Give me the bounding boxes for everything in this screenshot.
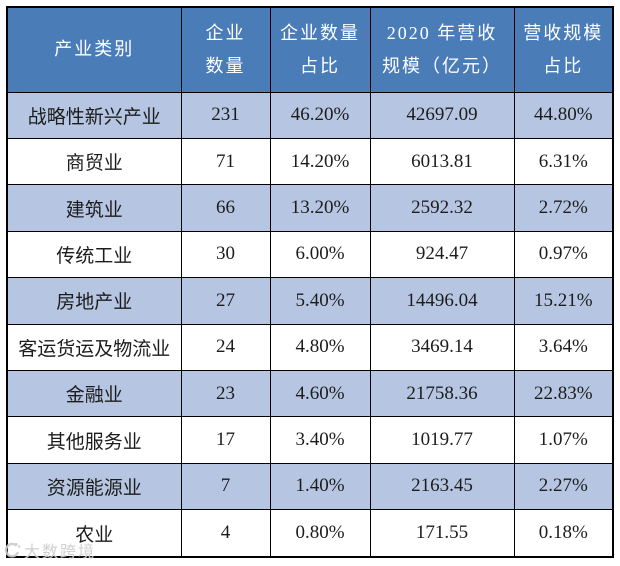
cell-revenue: 171.55 [369,509,515,558]
cell-count-pct: 14.20% [269,137,371,186]
table-row: 金融业 23 4.60% 21758.36 22.83% [6,369,614,418]
cell-revenue-pct: 22.83% [513,369,614,418]
header-2020-revenue: 2020 年营收 规模（亿元） [369,6,515,93]
cell-revenue: 42697.09 [369,91,515,139]
cell-revenue-pct: 0.18% [513,509,614,558]
industry-revenue-table: 产业类别 企业 数量 企业数量 占比 2020 年营收 规模（亿元） 营收规模 … [6,6,614,558]
cell-industry: 房地产业 [6,277,182,325]
cell-count: 66 [180,184,271,232]
header-industry-category: 产业类别 [6,6,182,93]
cell-count-pct: 46.20% [269,91,371,139]
header-label-line1: 企业 [205,22,246,43]
cell-industry: 战略性新兴产业 [6,91,182,139]
cell-count: 231 [180,91,271,139]
cell-count-pct: 13.20% [269,184,371,232]
cell-revenue-pct: 3.64% [513,323,614,371]
cell-revenue-pct: 44.80% [513,91,614,139]
cell-industry: 其他服务业 [6,416,182,464]
header-enterprise-count-share: 企业数量 占比 [269,6,371,93]
header-enterprise-count: 企业 数量 [180,6,271,93]
table-row: 传统工业 30 6.00% 924.47 0.97% [6,230,614,279]
cell-count-pct: 5.40% [269,277,371,325]
cell-industry: 商贸业 [6,137,182,186]
table-row: 农业 4 0.80% 171.55 0.18% [6,509,614,558]
cell-revenue: 2592.32 [369,184,515,232]
cell-count: 24 [180,323,271,371]
cell-count-pct: 4.80% [269,323,371,371]
cell-industry: 农业 [6,509,182,558]
cell-count: 30 [180,230,271,279]
cell-industry: 客运货运及物流业 [6,323,182,371]
table-row: 其他服务业 17 3.40% 1019.77 1.07% [6,416,614,464]
header-row: 产业类别 企业 数量 企业数量 占比 2020 年营收 规模（亿元） 营收规模 … [6,6,614,93]
cell-revenue: 924.47 [369,230,515,279]
cell-revenue-pct: 0.97% [513,230,614,279]
cell-industry: 金融业 [6,369,182,418]
header-label: 产业类别 [54,39,135,60]
table-row: 商贸业 71 14.20% 6013.81 6.31% [6,137,614,186]
header-revenue-share: 营收规模 占比 [513,6,614,93]
header-label-line1: 2020 年营收 [386,22,498,43]
cell-count-pct: 1.40% [269,462,371,511]
cell-industry: 建筑业 [6,184,182,232]
table-row: 房地产业 27 5.40% 14496.04 15.21% [6,277,614,325]
cell-industry: 传统工业 [6,230,182,279]
cell-count: 17 [180,416,271,464]
cell-revenue-pct: 2.72% [513,184,614,232]
cell-revenue: 21758.36 [369,369,515,418]
cell-count: 23 [180,369,271,418]
table-row: 客运货运及物流业 24 4.80% 3469.14 3.64% [6,323,614,371]
cell-revenue-pct: 2.27% [513,462,614,511]
table-row: 战略性新兴产业 231 46.20% 42697.09 44.80% [6,91,614,139]
cell-count: 71 [180,137,271,186]
cell-industry: 资源能源业 [6,462,182,511]
table-row: 建筑业 66 13.20% 2592.32 2.72% [6,184,614,232]
header-label-line2: 数量 [205,55,246,76]
cell-revenue: 1019.77 [369,416,515,464]
header-label-line1: 企业数量 [280,22,360,43]
header-label-line2: 占比 [543,55,584,76]
cell-count: 7 [180,462,271,511]
cell-revenue: 3469.14 [369,323,515,371]
cell-revenue-pct: 1.07% [513,416,614,464]
cell-count-pct: 6.00% [269,230,371,279]
header-label-line1: 营收规模 [523,22,604,43]
cell-revenue-pct: 6.31% [513,137,614,186]
cell-revenue: 2163.45 [369,462,515,511]
cell-revenue: 6013.81 [369,137,515,186]
cell-count-pct: 4.60% [269,369,371,418]
cell-count-pct: 0.80% [269,509,371,558]
header-label-line2: 规模（亿元） [382,55,502,76]
cell-count-pct: 3.40% [269,416,371,464]
header-label-line2: 占比 [300,55,340,76]
cell-revenue-pct: 15.21% [513,277,614,325]
cell-revenue: 14496.04 [369,277,515,325]
cell-count: 27 [180,277,271,325]
table-row: 资源能源业 7 1.40% 2163.45 2.27% [6,462,614,511]
cell-count: 4 [180,509,271,558]
